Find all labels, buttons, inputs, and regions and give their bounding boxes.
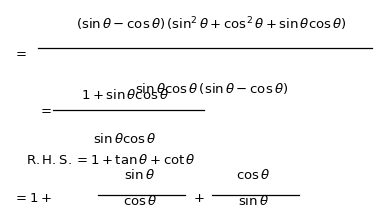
Text: $\sin\theta\cos\theta\,(\sin\theta - \cos\theta)$: $\sin\theta\cos\theta\,(\sin\theta - \co… (135, 81, 288, 96)
Text: $=$: $=$ (13, 46, 28, 59)
Text: $+$: $+$ (193, 191, 204, 205)
Text: $\cos\theta$: $\cos\theta$ (236, 167, 270, 182)
Text: $\cos\theta$: $\cos\theta$ (123, 194, 157, 208)
Text: $= 1 +$: $= 1 +$ (13, 191, 52, 205)
Text: $\sin\theta$: $\sin\theta$ (238, 194, 269, 208)
Text: $=$: $=$ (38, 103, 52, 117)
Text: $\sin\theta\cos\theta$: $\sin\theta\cos\theta$ (93, 132, 156, 146)
Text: $\mathrm{R.H.S.} = 1 + \tan\theta + \cot\theta$: $\mathrm{R.H.S.} = 1 + \tan\theta + \cot… (26, 152, 196, 167)
Text: $(\sin\theta - \cos\theta)\,(\sin^2\theta + \cos^2\theta + \sin\theta\cos\theta): $(\sin\theta - \cos\theta)\,(\sin^2\thet… (76, 15, 347, 33)
Text: $1 + \sin\theta\cos\theta$: $1 + \sin\theta\cos\theta$ (81, 88, 169, 102)
Text: $\sin\theta$: $\sin\theta$ (124, 167, 155, 182)
